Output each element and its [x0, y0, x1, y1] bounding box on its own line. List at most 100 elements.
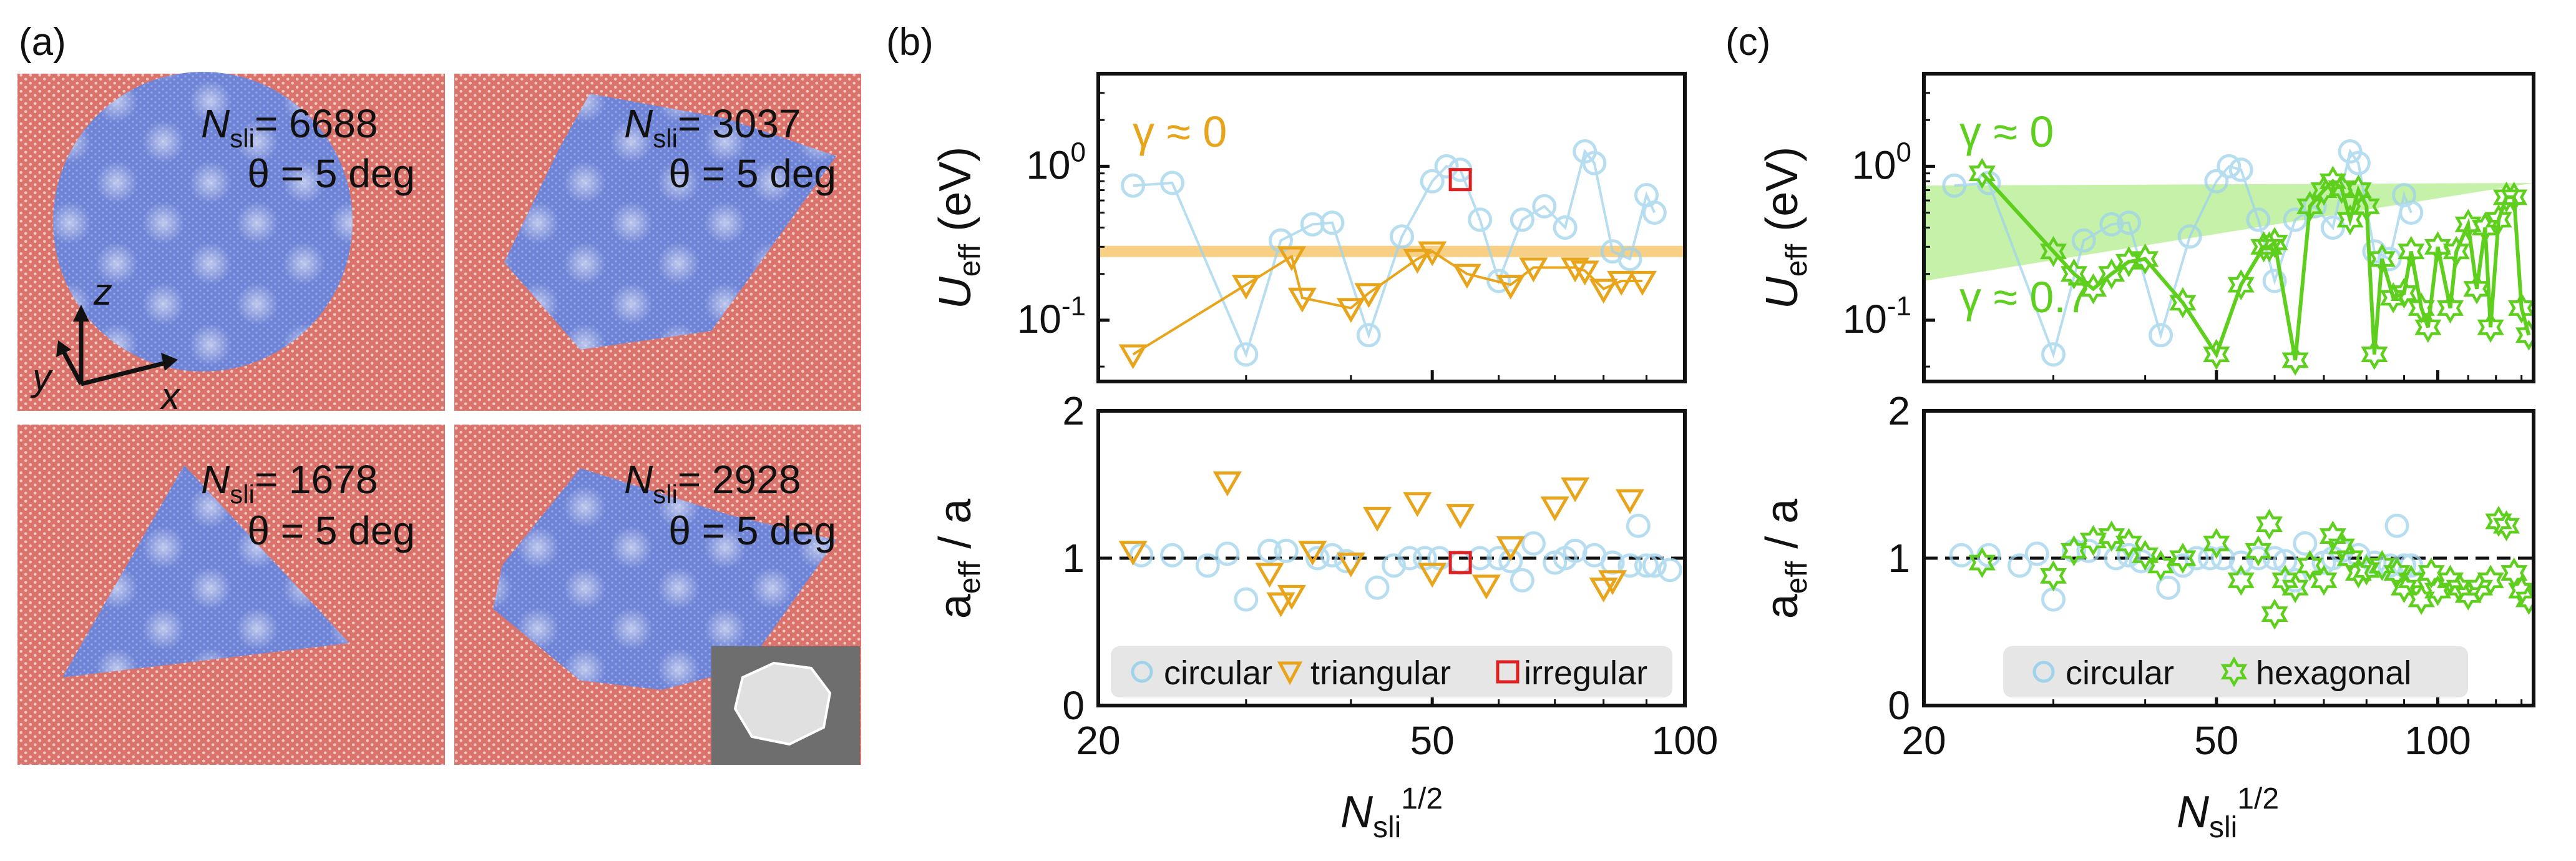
c-top-point-circular: [2346, 150, 2371, 175]
c-top-point-circular: [2204, 169, 2229, 194]
panel-label-a: (a): [19, 21, 66, 64]
c-bottom-point-hexagonal: [2466, 572, 2494, 604]
b-top-point-triangular: [1336, 298, 1365, 323]
c-bottom-point-circular: [2228, 550, 2253, 575]
c-top-point-hexagonal: [2115, 246, 2143, 278]
b-top-line-circular: [1133, 149, 1656, 358]
c-bottom-point-hexagonal: [2169, 543, 2197, 574]
c-top-point-hexagonal: [2328, 172, 2356, 204]
c-top-point-circular: [1942, 173, 1967, 198]
b-top-point-triangular: [1403, 248, 1432, 274]
snapshot-3: Nsli= 1678 θ = 5 deg: [17, 425, 445, 765]
c-xtick-label: 20: [1901, 718, 1946, 763]
snapshot-2: Nsli= 3037 θ = 5 deg: [454, 74, 861, 411]
b-bottom-ytick-label: 0: [1062, 683, 1085, 728]
c-top-point-hexagonal: [2353, 190, 2380, 222]
c-bottom-point-circular: [2104, 546, 2129, 571]
b-top-series-irregular: [1448, 168, 1472, 192]
b-top-point-circular: [1486, 268, 1511, 293]
b-gamma-annotation: γ ≈ 0: [1133, 107, 1227, 156]
b-bottom-point-circular: [1234, 587, 1259, 612]
b-top-point-triangular: [1418, 241, 1447, 267]
panel-label-b: (b): [886, 21, 934, 64]
b-bottom-point-triangular: [1561, 477, 1590, 503]
b-legend-circular: circular: [1164, 654, 1272, 692]
c-top-point-circular: [2041, 342, 2066, 367]
c-top-point-hexagonal: [2368, 243, 2396, 275]
c-bottom-point-hexagonal: [2115, 528, 2143, 559]
c-bottom-point-circular: [2041, 587, 2066, 612]
c-top-point-hexagonal: [2227, 269, 2255, 300]
c-xlabel: Nsli1/2: [2177, 782, 2279, 844]
b-top-point-triangular: [1496, 275, 1525, 300]
axis-x-label: x: [159, 375, 181, 417]
c-top-point-circular: [2099, 212, 2124, 237]
c-top-ytick-label: 10-1: [1843, 291, 1911, 342]
b-top-point-triangular: [1277, 246, 1306, 272]
b-bottom-point-circular: [1634, 553, 1659, 578]
c-top-point-circular: [2149, 323, 2174, 348]
c-gamma-bottom: γ ≈ 0.7: [1959, 273, 2091, 322]
b-bottom-point-circular: [1617, 553, 1642, 578]
b-top-point-circular: [1320, 210, 1345, 235]
c-top-point-hexagonal: [2361, 338, 2388, 370]
c-bottom-point-circular: [2210, 546, 2235, 571]
b-top-point-circular: [1389, 224, 1414, 249]
b-bottom-point-triangular: [1118, 541, 1148, 566]
c-bottom-series-circular: [1949, 513, 2424, 612]
b-top-series-triangular: [1118, 241, 1657, 370]
c-top-point-circular: [2217, 154, 2242, 179]
c-top-series-hexagonal: [1968, 157, 2534, 376]
b-bottom-point-circular: [1626, 513, 1651, 538]
c-bottom-point-hexagonal: [1968, 547, 1996, 578]
b-bottom-point-triangular: [1255, 563, 1284, 588]
c-bottom-point-hexagonal: [2500, 557, 2528, 589]
b-bottom-series-circular: [1129, 513, 1682, 612]
c-bottom-point-hexagonal: [2245, 535, 2272, 567]
c-bottom-point-hexagonal: [2344, 557, 2372, 589]
b-bottom-point-circular: [1642, 553, 1667, 578]
b-top-plot: 100 10-1 γ ≈ 0 Ueff (eV): [930, 72, 1687, 383]
c-top-point-hexagonal: [2039, 235, 2067, 267]
b-bottom-point-triangular: [1336, 552, 1365, 578]
c-bottom-point-hexagonal: [2132, 539, 2159, 571]
b-bottom-series-irregular: [1448, 551, 1472, 574]
c-bottom-point-circular: [2156, 575, 2181, 600]
b-top-point-circular: [1234, 342, 1259, 367]
c-top-point-hexagonal: [2477, 312, 2504, 343]
c-top-series-circular: [1942, 139, 2424, 367]
b-top-point-circular: [1468, 207, 1493, 232]
b-top-point-triangular: [1570, 260, 1599, 286]
b-top-point-circular: [1121, 173, 1146, 198]
snapshot-4-theta: θ = 5 deg: [668, 508, 836, 553]
b-legend-circular-marker: [1131, 661, 1153, 683]
c-bottom-point-hexagonal: [2492, 510, 2520, 541]
snapshot-4-n: Nsli= 2928: [624, 457, 801, 509]
c-xtick-label: 100: [2404, 718, 2471, 763]
snapshot-1: Nsli= 6688 θ = 5 deg z y x: [17, 72, 445, 417]
c-top-point-hexagonal: [2414, 312, 2442, 343]
c-bottom-point-circular: [2008, 553, 2032, 578]
b-bottom-point-circular: [1510, 568, 1534, 593]
b-bottom-point-triangular: [1418, 563, 1447, 588]
b-top-point-triangular: [1589, 278, 1618, 304]
b-top-point-triangular: [1452, 263, 1481, 289]
c-legend-circular-marker: [2032, 661, 2055, 683]
c-top-point-hexagonal: [2463, 273, 2491, 305]
b-bottom-point-circular: [1215, 541, 1240, 566]
panel-label-c: (c): [1725, 21, 1770, 64]
c-bottom-point-hexagonal: [2147, 549, 2175, 581]
c-top-point-circular: [2399, 200, 2424, 225]
c-bottom-series-hexagonal: [1968, 506, 2534, 630]
b-top-series-circular: [1121, 139, 1667, 367]
c-bottom-point-hexagonal: [2296, 549, 2324, 581]
axis-z-label: z: [93, 271, 112, 313]
axis-y-label: y: [30, 357, 54, 398]
c-bottom-point-hexagonal: [2408, 584, 2435, 615]
b-top-point-circular: [1434, 154, 1459, 179]
b-top-point-circular: [1582, 150, 1607, 175]
c-bottom-point-hexagonal: [2353, 554, 2380, 586]
b-bottom-point-triangular: [1615, 489, 1644, 514]
b-top-point-circular: [1617, 247, 1642, 272]
b-bottom-ytick-label: 1: [1062, 536, 1085, 581]
